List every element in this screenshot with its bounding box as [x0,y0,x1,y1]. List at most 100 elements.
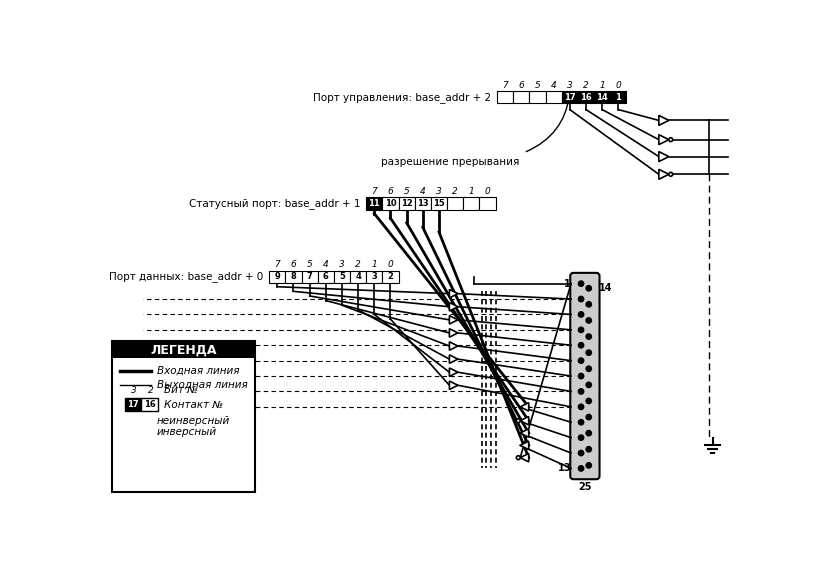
Circle shape [516,456,520,460]
Circle shape [669,138,672,142]
Bar [464,197,479,210]
Text: 6: 6 [518,81,524,90]
Polygon shape [658,116,669,125]
Circle shape [586,350,591,356]
Circle shape [586,430,591,436]
Bar [610,91,627,103]
Text: 6: 6 [387,187,393,196]
Text: 5: 5 [339,272,345,281]
Text: 4: 4 [323,260,328,269]
Text: 5: 5 [307,260,313,269]
Text: 7: 7 [502,81,508,90]
Text: 3: 3 [131,386,137,395]
Polygon shape [520,429,529,437]
Text: 3: 3 [436,187,442,196]
Bar [594,91,610,103]
Polygon shape [450,329,458,337]
Text: 7: 7 [307,272,313,281]
Polygon shape [450,381,458,390]
Text: 17: 17 [128,400,139,409]
Circle shape [586,398,591,404]
Circle shape [669,172,672,176]
Circle shape [578,450,584,456]
Text: 17: 17 [564,93,576,102]
Circle shape [586,366,591,371]
Text: 1: 1 [600,81,605,90]
Text: инверсный: инверсный [156,428,217,437]
Bar [545,91,562,103]
Text: 14: 14 [596,93,608,102]
Polygon shape [520,441,529,450]
Bar [350,270,366,283]
Bar [366,197,382,210]
Text: 2: 2 [147,386,153,395]
Bar [529,91,545,103]
Text: Выходная линия: Выходная линия [156,379,247,390]
Bar [382,197,399,210]
Bar [112,341,255,358]
Polygon shape [658,170,669,179]
Circle shape [578,327,584,332]
Bar [514,91,529,103]
Bar [285,270,301,283]
Text: 6: 6 [323,272,328,281]
Circle shape [578,420,584,425]
Text: 3: 3 [372,272,378,281]
Text: 16: 16 [143,400,156,409]
Bar [497,91,514,103]
Circle shape [578,312,584,317]
Polygon shape [450,368,458,376]
Text: 16: 16 [580,93,592,102]
Circle shape [586,318,591,323]
Text: 0: 0 [387,260,393,269]
Polygon shape [520,403,529,411]
Bar [578,91,594,103]
Text: 1: 1 [615,93,622,102]
Text: 1: 1 [372,260,378,269]
Bar [334,270,350,283]
Text: 1: 1 [564,278,571,289]
Circle shape [586,286,591,291]
Polygon shape [520,454,529,462]
Text: 3: 3 [339,260,345,269]
Circle shape [578,342,584,348]
Bar [414,197,431,210]
Text: Контакт №: Контакт № [165,400,224,409]
Polygon shape [450,289,458,298]
Polygon shape [450,355,458,363]
Text: 9: 9 [274,272,280,281]
Bar [142,399,157,411]
Text: 6: 6 [291,260,296,269]
Polygon shape [450,303,458,311]
Text: Порт управления: base_addr + 2: Порт управления: base_addr + 2 [313,92,491,103]
Text: 5: 5 [404,187,410,196]
Bar [431,197,447,210]
Polygon shape [658,151,669,162]
Bar [382,270,399,283]
Bar [562,91,578,103]
Text: 13: 13 [558,463,571,473]
Bar [112,341,255,492]
Circle shape [586,414,591,420]
Text: 25: 25 [578,483,591,492]
Text: 5: 5 [535,81,541,90]
Circle shape [586,302,591,307]
Text: 8: 8 [291,272,296,281]
Text: 15: 15 [433,199,445,208]
Bar [301,270,318,283]
Bar [447,197,464,210]
Text: Входная линия: Входная линия [156,366,239,376]
FancyBboxPatch shape [570,273,600,479]
Circle shape [578,297,584,302]
Text: 11: 11 [369,199,380,208]
Text: разрешение прерывания: разрешение прерывания [382,156,520,167]
Text: 12: 12 [400,199,413,208]
Text: Порт данных: base_addr + 0: Порт данных: base_addr + 0 [109,271,263,282]
Circle shape [578,281,584,286]
Circle shape [578,358,584,363]
Text: 2: 2 [583,81,589,90]
Text: 0: 0 [485,187,491,196]
Text: 7: 7 [274,260,280,269]
Polygon shape [450,316,458,324]
Circle shape [578,466,584,471]
